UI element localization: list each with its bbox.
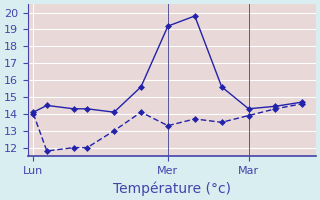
X-axis label: Température (°c): Température (°c) [113, 181, 231, 196]
